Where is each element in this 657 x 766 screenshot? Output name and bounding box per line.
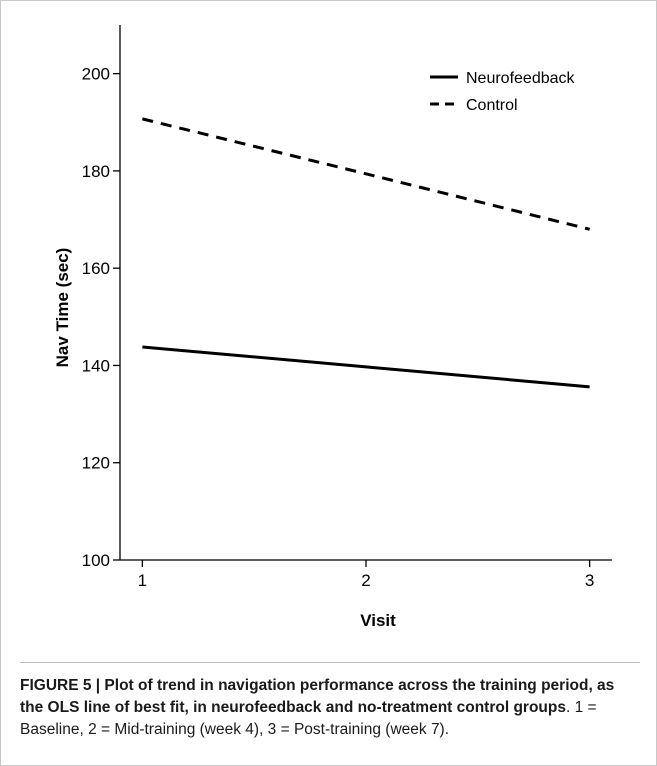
y-tick-label: 160 (82, 259, 110, 278)
x-tick-label: 2 (361, 571, 370, 590)
legend-label-neurofeedback: Neurofeedback (466, 70, 576, 87)
y-tick-label: 140 (82, 356, 110, 375)
y-tick-label: 120 (82, 454, 110, 473)
caption-body: . 1 = Baseline, 2 = Mid-training (week 4… (20, 699, 597, 738)
x-axis-label: Visit (360, 611, 396, 630)
y-axis-label: Nav Time (sec) (53, 248, 72, 368)
plot-area: 100 120 140 160 180 200 1 2 3 Visit Nav Time (sec)… (53, 25, 612, 630)
caption-divider (20, 662, 640, 663)
y-tick-label: 180 (82, 162, 110, 181)
y-tick-label: 200 (82, 65, 110, 84)
line-chart: 100 120 140 160 180 200 1 2 3 Visit Nav Time (sec)… (53, 25, 612, 630)
y-tick-label: 100 (82, 551, 110, 570)
x-tick-label: 1 (138, 571, 147, 590)
figure-caption: FIGURE 5 | Plot of trend in navigation p… (20, 675, 640, 741)
series-line-control (142, 117, 590, 231)
caption-label: FIGURE 5 | Plot of trend in navigation p… (20, 677, 615, 716)
legend-label-control: Control (466, 97, 518, 114)
series-line-neurofeedback (142, 345, 590, 389)
x-tick-label: 3 (585, 571, 594, 590)
